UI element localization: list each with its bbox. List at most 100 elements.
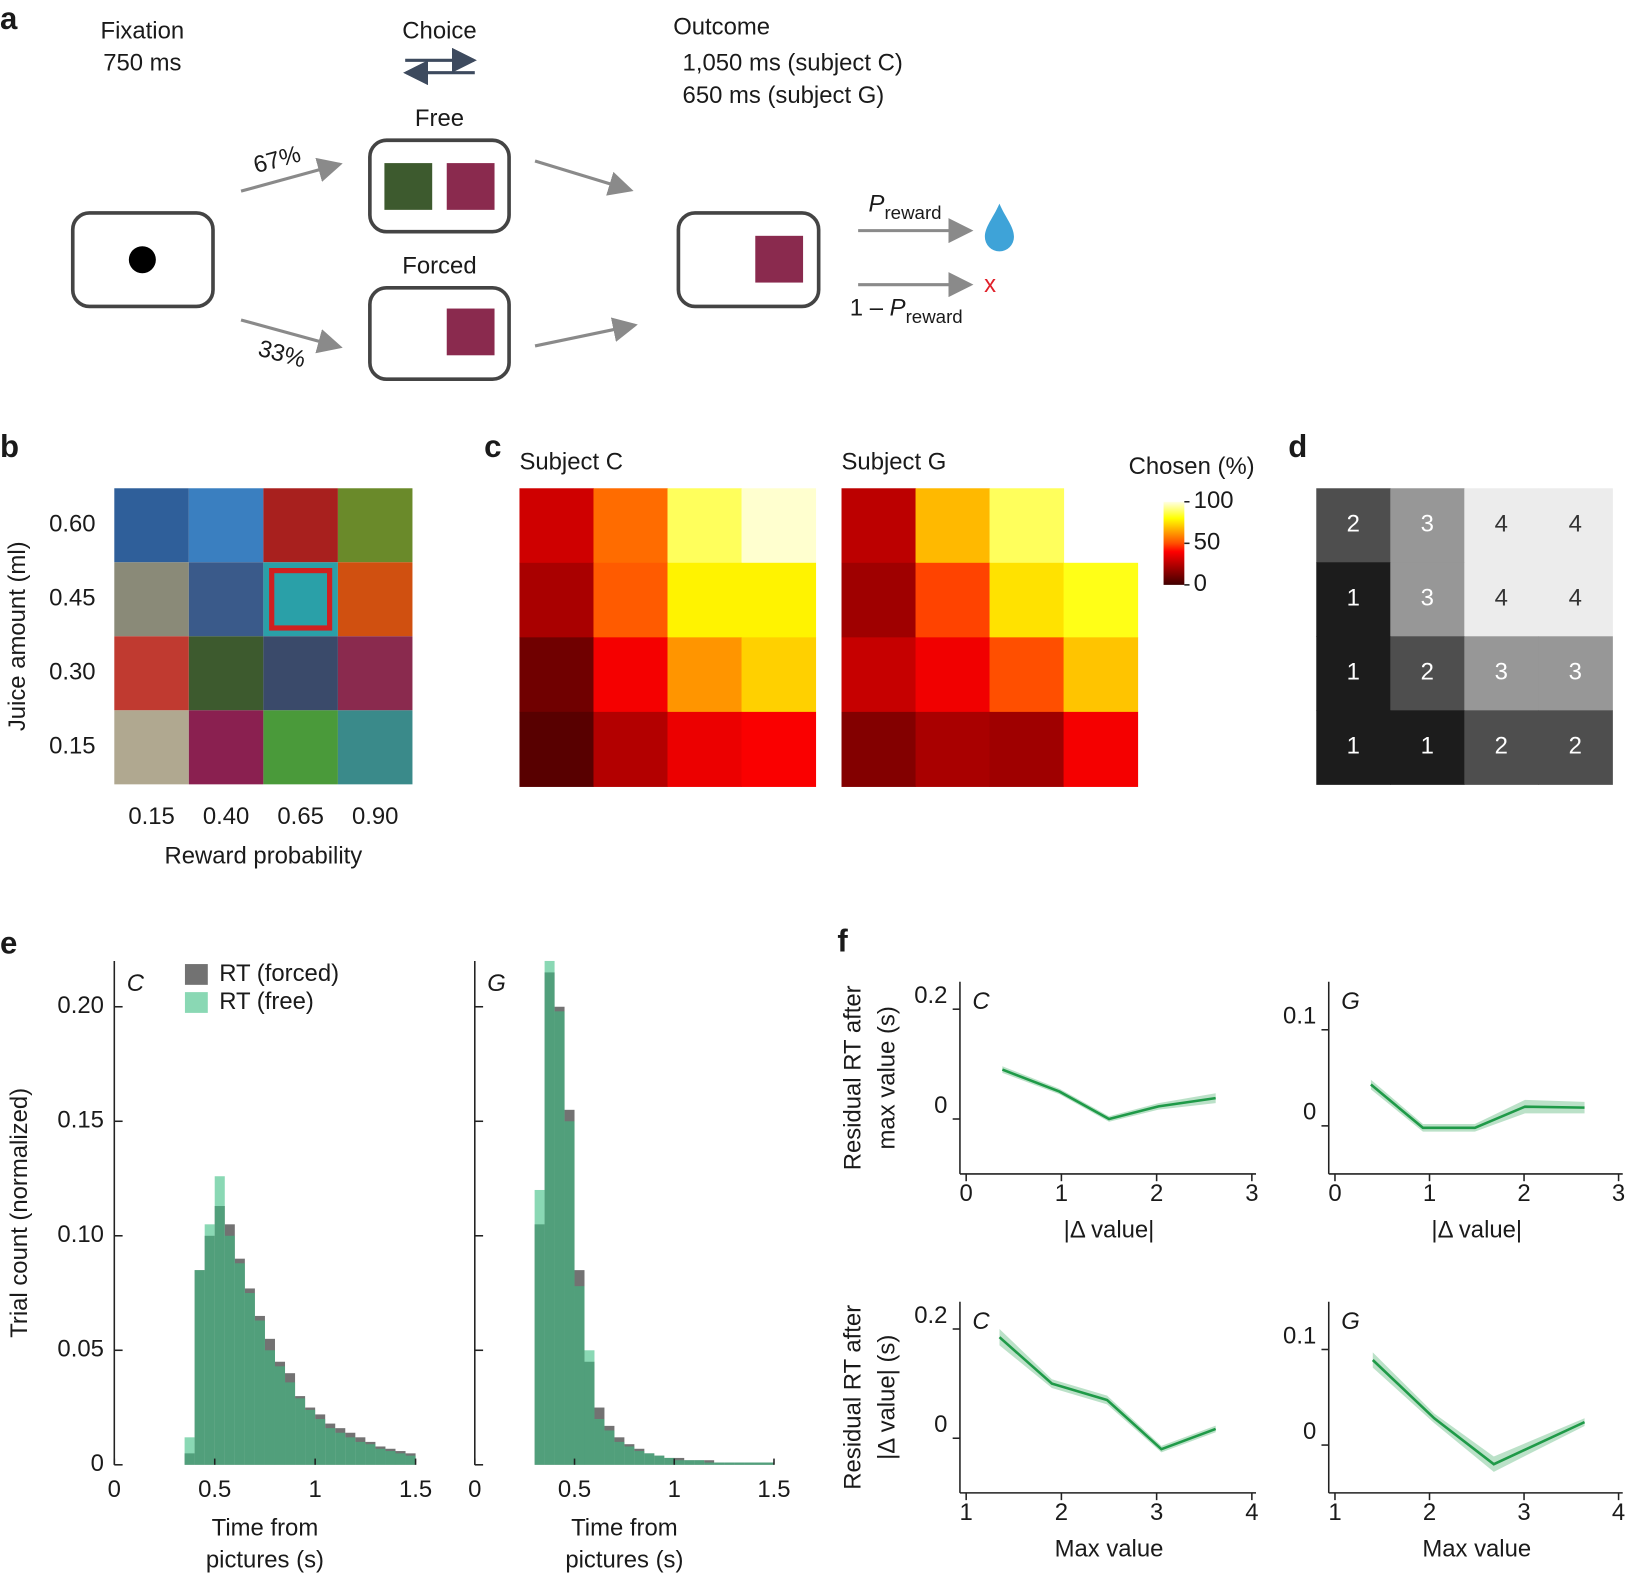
x-axis-label: |Δ value| xyxy=(1431,1216,1522,1243)
cell xyxy=(519,711,595,787)
x-tick-label: 2 xyxy=(1150,1180,1163,1207)
y-tick-label: 0.30 xyxy=(49,659,95,686)
cell xyxy=(1538,562,1613,637)
arrow xyxy=(534,159,634,196)
chart-title: Subject C xyxy=(519,449,623,476)
y-tick-label: 0.1 xyxy=(1283,1003,1316,1030)
bar xyxy=(315,1418,326,1465)
bar xyxy=(345,1437,356,1465)
colorbar-tick-label: 100 xyxy=(1194,487,1234,514)
y-tick-label: 0 xyxy=(934,1411,947,1438)
x-tick-label: 2 xyxy=(1517,1180,1530,1207)
bar xyxy=(714,1462,725,1465)
y-axis-label: Trial count (normalized) xyxy=(6,1088,33,1338)
bar xyxy=(594,1418,605,1465)
cell xyxy=(519,562,595,638)
panel-label: e xyxy=(0,926,17,961)
bar xyxy=(365,1444,376,1465)
y-tick-label: 0 xyxy=(1303,1418,1316,1445)
y-axis-label: |Δ value| (s) xyxy=(874,1335,901,1460)
cell-label: 1 xyxy=(1347,733,1360,760)
x-tick-label: 1 xyxy=(1328,1499,1341,1526)
chart-title: G xyxy=(1341,988,1360,1015)
bar xyxy=(544,960,555,1465)
x-axis-label: Reward probability xyxy=(165,842,363,869)
arrow xyxy=(534,317,638,348)
cell-label: 3 xyxy=(1495,659,1508,686)
y-tick-label: 0.05 xyxy=(57,1336,103,1363)
cell xyxy=(741,637,817,713)
panel-label: d xyxy=(1288,429,1307,464)
y-tick-label: 0.45 xyxy=(49,585,95,612)
bar xyxy=(244,1293,255,1465)
cell xyxy=(741,488,817,564)
y-tick-label: 0 xyxy=(91,1450,104,1477)
x-tick-label: 0.5 xyxy=(558,1476,591,1503)
cell xyxy=(915,711,991,787)
y-axis-label: max value (s) xyxy=(874,1006,901,1149)
cell xyxy=(989,711,1065,787)
x-tick-label: 3 xyxy=(1150,1499,1163,1526)
cell xyxy=(519,637,595,713)
x-tick-label: 2 xyxy=(1055,1499,1068,1526)
subscript: reward xyxy=(906,306,963,327)
picture xyxy=(337,488,413,563)
cell-label: 1 xyxy=(1347,585,1360,612)
cell xyxy=(519,488,595,564)
x-tick-label: 4 xyxy=(1612,1499,1625,1526)
line xyxy=(1370,1083,1585,1130)
picture xyxy=(263,488,338,563)
bar xyxy=(194,1270,205,1465)
picture xyxy=(188,636,264,711)
cell xyxy=(741,711,817,787)
label: Free xyxy=(415,105,464,132)
cell-label: 4 xyxy=(1495,585,1508,612)
x-tick-label: 0 xyxy=(468,1476,481,1503)
bar xyxy=(295,1398,306,1465)
picture xyxy=(263,710,338,785)
chart-title: C xyxy=(127,970,145,997)
x-tick-label: 0.65 xyxy=(277,803,323,830)
picture xyxy=(263,636,338,711)
cell-label: 1 xyxy=(1421,733,1434,760)
y-axis-label: Juice amount (ml) xyxy=(4,541,31,731)
y-tick-label: 0.20 xyxy=(57,992,103,1019)
label: Forced xyxy=(402,252,476,279)
bar xyxy=(584,1350,595,1465)
cell xyxy=(1390,562,1465,637)
bar xyxy=(704,1462,715,1465)
error-band xyxy=(1002,1066,1216,1122)
cell xyxy=(1538,710,1613,785)
label: Outcome xyxy=(673,13,770,40)
no-reward-mark: x xyxy=(984,271,996,298)
x-tick-label: 1 xyxy=(1423,1180,1436,1207)
bar xyxy=(335,1432,346,1465)
x-axis-label: Time from xyxy=(212,1515,319,1542)
cell xyxy=(1538,488,1613,563)
picture xyxy=(337,562,413,637)
bar xyxy=(254,1320,265,1465)
y-axis-label: Residual RT after xyxy=(839,1305,866,1490)
x-tick-label: 0 xyxy=(108,1476,121,1503)
bar xyxy=(305,1409,316,1465)
picture xyxy=(263,562,338,637)
picture xyxy=(446,308,495,356)
y-tick-label: 0 xyxy=(934,1092,947,1119)
chart-title: C xyxy=(972,1308,990,1335)
label: 1,050 ms (subject C) xyxy=(683,50,903,77)
juice-drop xyxy=(984,203,1014,252)
bar xyxy=(654,1455,665,1465)
panel-label: f xyxy=(837,924,848,959)
cell xyxy=(915,637,991,713)
bar xyxy=(754,1462,765,1465)
task-diagram: Fixation 750 ms Choice Free Forced Outco… xyxy=(70,13,1014,382)
x-tick-label: 1 xyxy=(1055,1180,1068,1207)
bar xyxy=(285,1382,296,1465)
picture xyxy=(337,710,413,785)
cell xyxy=(841,488,917,564)
cell xyxy=(667,637,743,713)
cell-label: 3 xyxy=(1421,511,1434,538)
legend-label: RT (free) xyxy=(219,988,314,1015)
cell xyxy=(1464,488,1539,563)
